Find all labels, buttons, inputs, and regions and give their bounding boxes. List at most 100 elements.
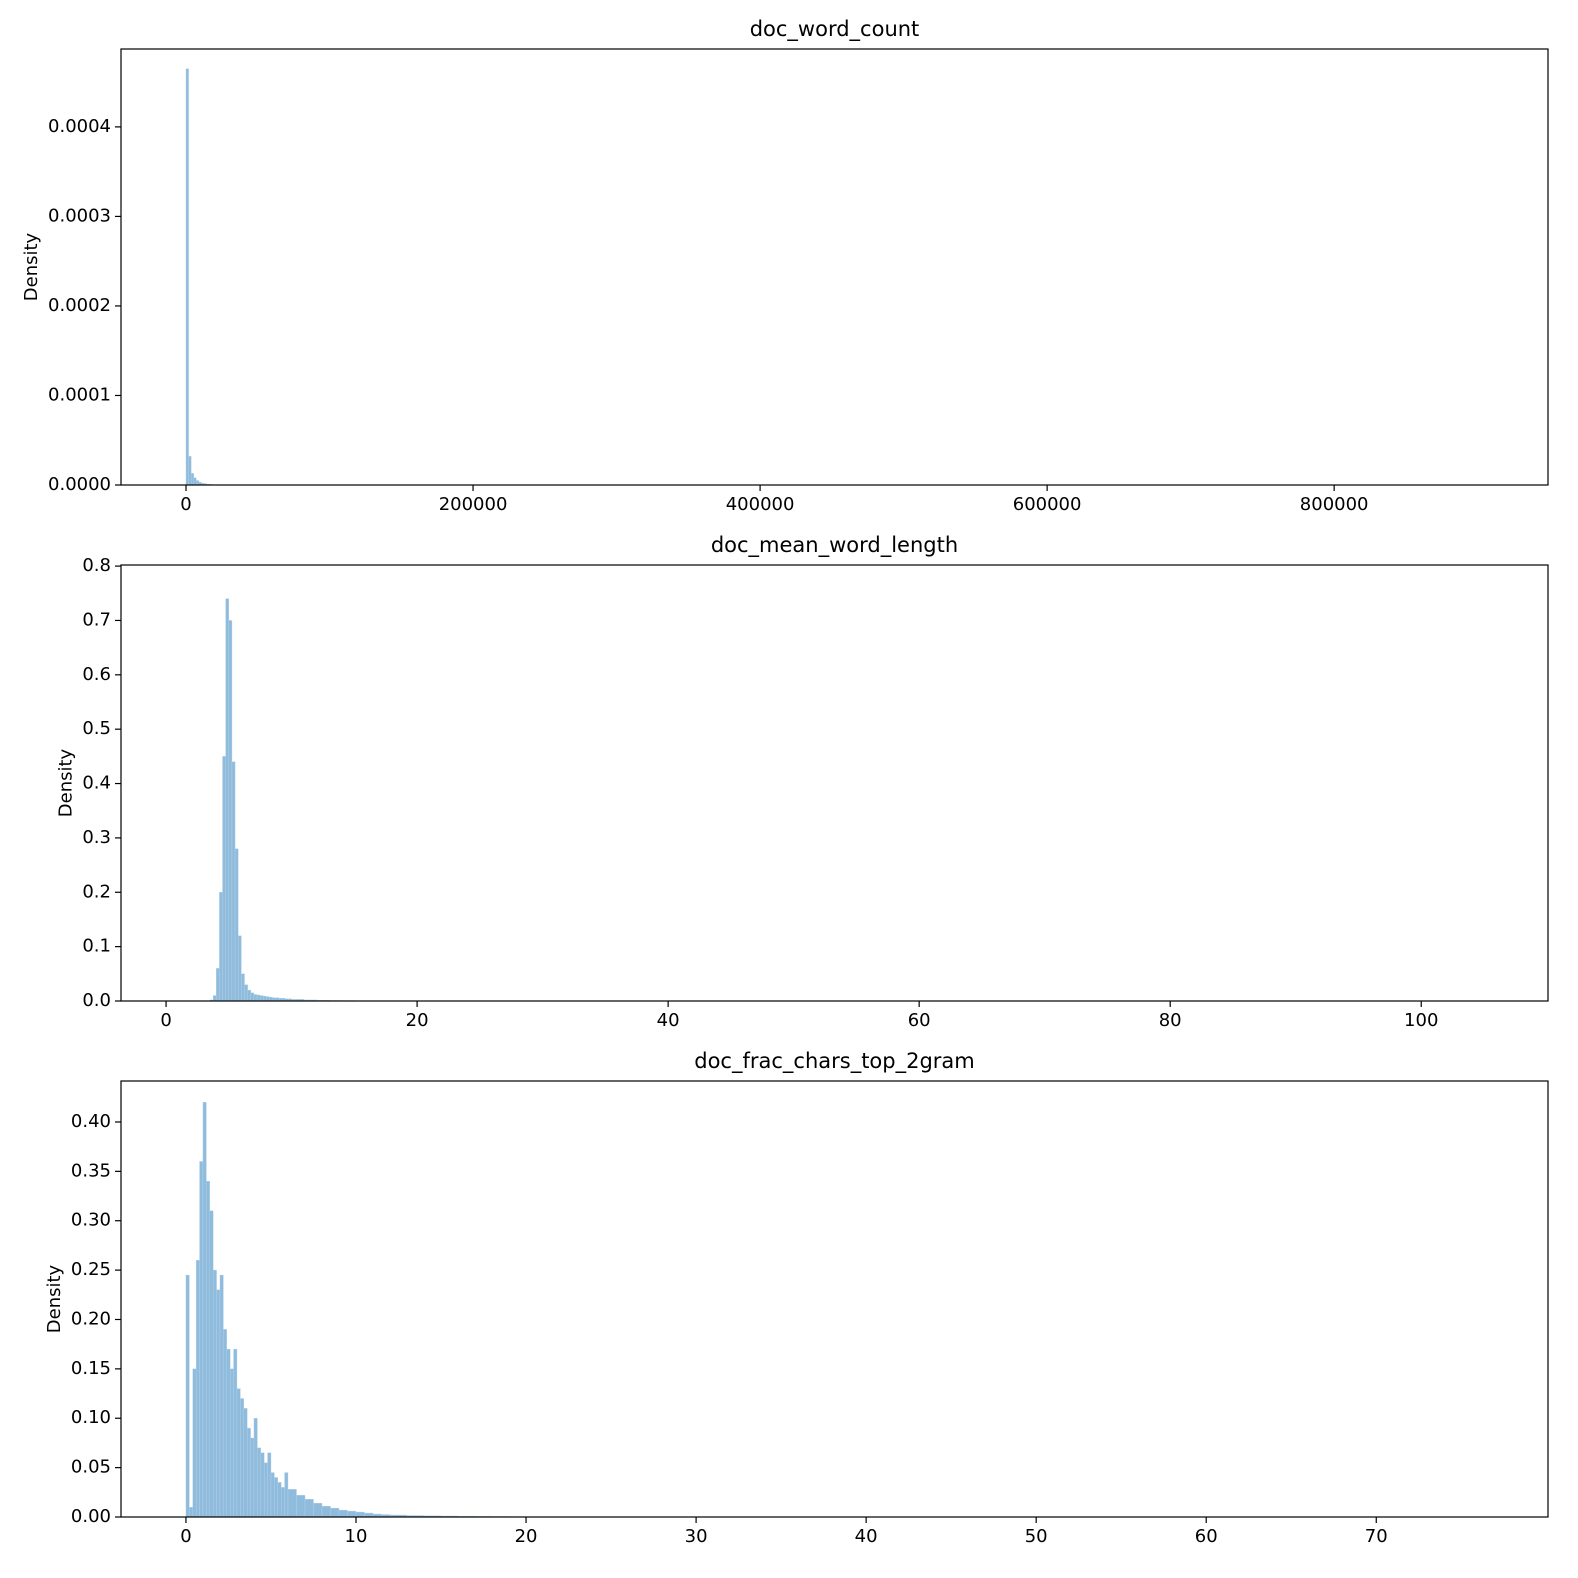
histogram-bar	[192, 1368, 197, 1518]
histogram-bar	[226, 1348, 231, 1518]
histogram-bar	[287, 1489, 297, 1518]
x-tick-label: 0	[180, 494, 191, 515]
y-tick-label: 0.3	[82, 827, 111, 848]
y-tick-label: 0.35	[71, 1160, 111, 1181]
plot-frame	[120, 1080, 1549, 1518]
y-tick-label: 0.1	[82, 936, 111, 957]
x-tick-label: 100	[1404, 1010, 1438, 1031]
histogram-bar	[219, 1274, 224, 1518]
histogram-bar	[206, 1181, 210, 1518]
chart-title: doc_frac_chars_top_2gram	[694, 1049, 975, 1074]
histogram-bar	[193, 477, 197, 486]
x-tick-label: 60	[908, 1010, 931, 1031]
y-tick-label: 0.15	[71, 1358, 111, 1379]
histogram-bar	[270, 1472, 275, 1518]
histogram-bar	[304, 1499, 314, 1518]
histogram-bar	[267, 1452, 272, 1518]
histogram-bar	[196, 480, 200, 486]
x-tick-label: 0	[180, 1526, 191, 1547]
y-tick-label: 0.0002	[48, 295, 111, 316]
y-tick-label: 0.0003	[48, 205, 111, 226]
y-tick-label: 0.7	[82, 609, 111, 630]
histogram-bar	[212, 1269, 217, 1518]
histogram-bar	[250, 992, 255, 1002]
x-tick-label: 800000	[1300, 494, 1369, 515]
histogram-bar	[330, 1507, 340, 1518]
y-tick-label: 0.2	[82, 881, 111, 902]
y-tick-label: 0.40	[71, 1111, 111, 1132]
x-tick-label: 40	[657, 1010, 680, 1031]
y-axis-label: Density	[44, 1264, 65, 1333]
histogram-bar	[223, 1329, 227, 1518]
histogram-bar	[274, 1477, 278, 1518]
x-tick-label: 30	[685, 1526, 708, 1547]
x-tick-label: 80	[1159, 1010, 1182, 1031]
histogram-bar	[234, 848, 239, 1002]
histogram-bar	[263, 1462, 268, 1518]
y-tick-label: 0.0001	[48, 384, 111, 405]
histogram-bar	[244, 984, 248, 1002]
histogram-bar	[260, 1452, 265, 1518]
y-tick-label: 0.8	[82, 555, 111, 576]
y-tick-label: 0.30	[71, 1210, 111, 1231]
x-tick-label: 600000	[1013, 494, 1082, 515]
y-tick-label: 0.6	[82, 664, 111, 685]
histogram-bar	[202, 1102, 207, 1518]
histogram-bar	[247, 989, 251, 1002]
histogram-bar	[233, 1348, 238, 1518]
histogram-bar	[263, 995, 267, 1002]
chart-title: doc_mean_word_length	[711, 533, 958, 558]
y-tick-label: 0.10	[71, 1407, 111, 1428]
histogram-bar	[216, 968, 220, 1002]
histogram-bar	[185, 1274, 190, 1518]
histogram-bar	[229, 1368, 234, 1518]
histogram-bar	[189, 1506, 193, 1518]
histogram-bar	[195, 1260, 200, 1518]
histogram-bar	[257, 1447, 261, 1518]
histogram-bar	[225, 598, 230, 1002]
histogram-bar	[338, 1509, 348, 1518]
x-tick-label: 50	[1025, 1526, 1048, 1547]
histogram-bar	[219, 892, 223, 1002]
histogram-bar	[236, 1388, 241, 1518]
y-tick-label: 0.4	[82, 773, 111, 794]
histogram-bar	[253, 994, 258, 1002]
histogram-bar	[222, 756, 226, 1002]
histogram-bar	[185, 68, 189, 486]
plot-frame	[120, 564, 1549, 1002]
histogram-bar	[321, 1505, 331, 1518]
histogram-bar	[238, 935, 242, 1002]
x-tick-label: 400000	[726, 494, 795, 515]
y-tick-label: 0.25	[71, 1259, 111, 1280]
histogram-bar	[284, 1472, 289, 1518]
histogram-bar	[246, 1427, 251, 1518]
chart-title: doc_word_count	[750, 17, 920, 42]
histogram-bar	[250, 1437, 255, 1518]
histogram-bar	[256, 994, 261, 1002]
histogram-bar	[313, 1502, 323, 1518]
histogram-bar	[259, 995, 264, 1002]
histogram-bar	[280, 1487, 285, 1518]
histogram-bar	[277, 1482, 282, 1518]
y-tick-label: 0.20	[71, 1308, 111, 1329]
histogram-bar	[347, 1510, 357, 1518]
y-tick-label: 0.0004	[48, 116, 111, 137]
x-tick-label: 60	[1195, 1526, 1218, 1547]
histogram-bar	[199, 1161, 204, 1518]
y-tick-label: 0.5	[82, 718, 111, 739]
y-axis-label: Density	[21, 232, 42, 301]
x-tick-label: 20	[406, 1010, 429, 1031]
x-tick-label: 10	[345, 1526, 368, 1547]
histogram-bar	[241, 973, 245, 1002]
x-tick-label: 40	[855, 1526, 878, 1547]
histogram-bar	[240, 1398, 244, 1518]
histogram-bar	[216, 1289, 221, 1518]
plot-frame	[120, 48, 1549, 486]
x-tick-label: 200000	[439, 494, 508, 515]
histogram-bar	[266, 996, 270, 1002]
histogram-bar	[243, 1408, 248, 1518]
histogram-bar	[296, 1495, 306, 1518]
histogram-bar	[228, 620, 233, 1002]
histogram-bar	[212, 995, 217, 1002]
